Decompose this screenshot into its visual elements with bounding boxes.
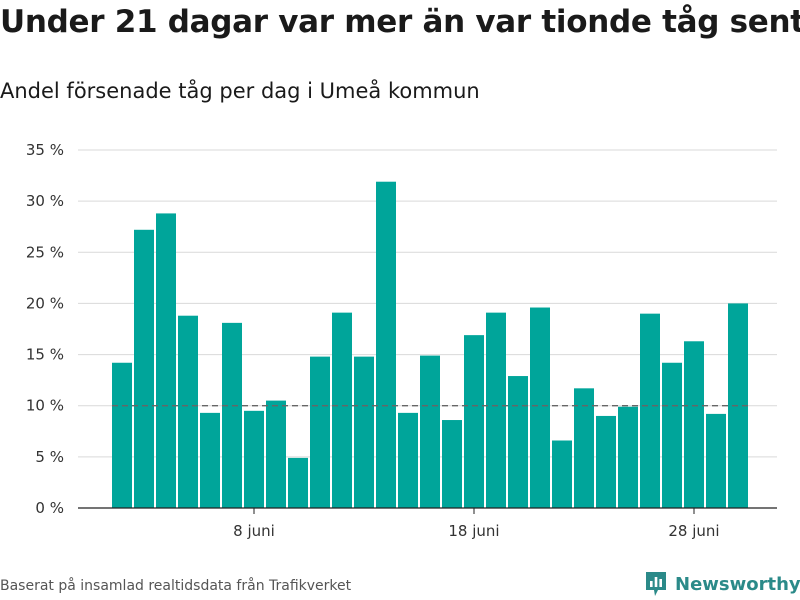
bars [112,181,748,509]
bar [508,376,528,508]
bar [530,307,550,508]
bar [376,181,396,509]
bar [728,303,748,508]
x-tick-label: 28 juni [668,522,719,540]
brand-name: Newsworthy [675,573,800,595]
brand: Newsworthy [644,569,800,599]
bar [310,356,330,508]
bar [464,335,484,508]
bar [266,400,286,508]
bar [134,229,154,509]
bar [640,313,660,508]
bar [156,213,176,508]
y-tick-label: 15 % [26,346,64,364]
bar [420,355,440,508]
bar [552,440,572,508]
bar [596,415,616,508]
chart-subtitle: Andel försenade tåg per dag i Umeå kommu… [0,79,480,103]
bar [354,356,374,508]
axes: 0 % 5 % 10 % 15 % 20 % 25 % 30 % 35 % 8 juni 18 j… [26,141,777,540]
bar [398,412,418,508]
bar [332,312,352,508]
y-tick-label: 0 % [35,499,64,517]
bar [486,312,506,508]
bar [662,362,682,508]
bar [112,362,132,508]
bar [200,412,220,508]
bar [442,420,462,508]
y-tick-label: 30 % [26,192,64,210]
bar-chart-logo-icon [646,572,666,596]
bar [618,406,638,508]
bar [684,341,704,508]
bar [574,388,594,508]
bar [222,322,242,508]
y-tick-label: 10 % [26,397,64,415]
source-note: Baserat på insamlad realtidsdata från Tr… [0,578,352,594]
y-tick-label: 25 % [26,243,64,261]
bar [288,457,308,508]
y-tick-label: 20 % [26,294,64,312]
bar [178,315,198,508]
y-tick-label: 35 % [26,141,64,159]
x-tick-label: 18 juni [448,522,499,540]
x-tick-label: 8 juni [233,522,275,540]
chart-title: Under 21 dagar var mer än var tionde tåg… [0,4,800,40]
bar [244,410,264,508]
y-tick-label: 5 % [35,448,64,466]
bar [706,413,726,508]
bar-chart: 0 % 5 % 10 % 15 % 20 % 25 % 30 % 35 % 8 juni 18 j… [26,141,777,540]
